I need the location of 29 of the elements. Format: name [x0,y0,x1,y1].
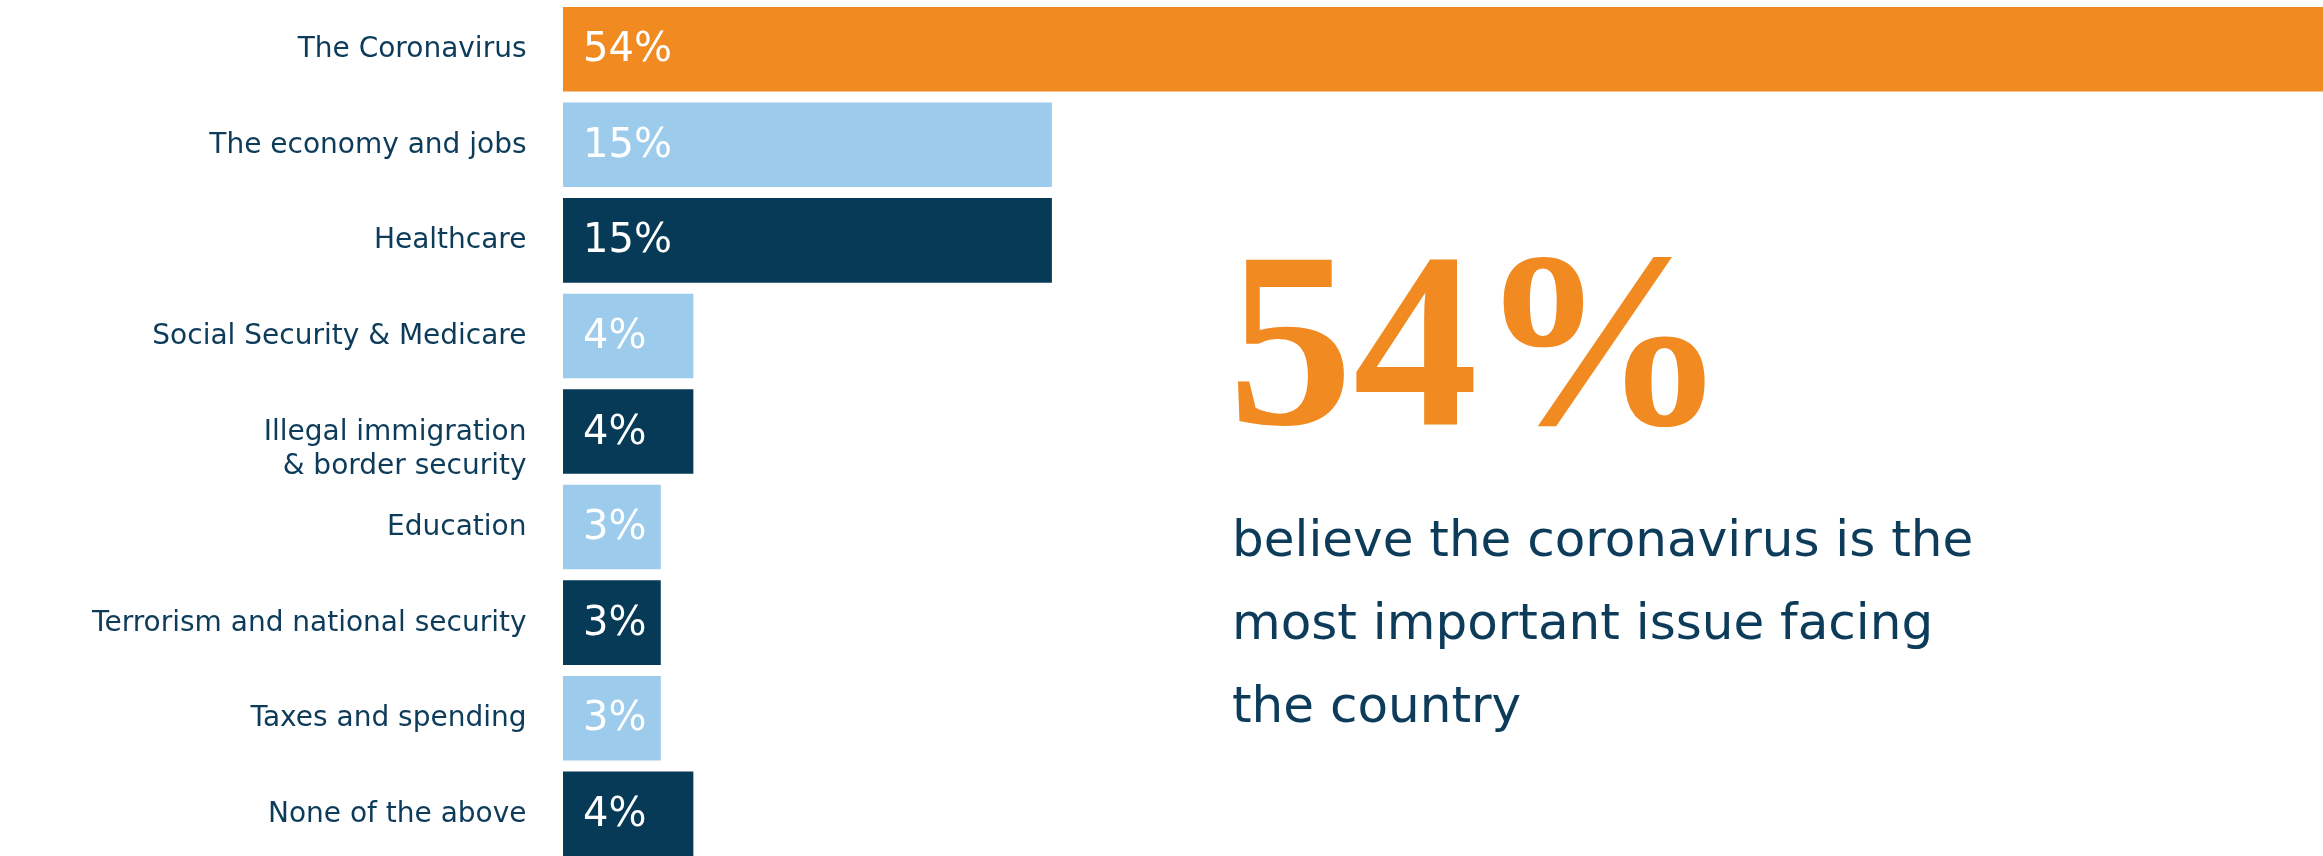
data-label: 4% [583,310,647,357]
bar [563,484,661,570]
data-label: 3% [583,502,647,549]
bar [563,293,694,379]
y-tick-label: Education [387,509,527,543]
y-tick-label: Healthcare [373,222,527,256]
data-label: 4% [583,406,647,453]
bar [563,675,661,761]
bar [563,771,694,856]
data-label: 15% [583,215,672,262]
y-tick-label: Terrorism and national security [91,604,527,638]
y-tick-label: The Coronavirus [296,31,527,65]
annotation: believe the coronavirus is the most important issue facing the country [1232,509,1975,736]
y-tick-label: Illegal immigration & border security [263,413,527,481]
bar [563,389,694,474]
bar [563,7,2323,92]
bar [563,198,1052,283]
y-tick-label: Social Security & Medicare [152,317,527,351]
bar [563,580,661,665]
y-tick-label: None of the above [267,795,527,829]
y-tick-label: The economy and jobs [208,126,527,160]
data-label: 3% [583,693,647,740]
data-label: 3% [583,597,647,644]
bar [563,102,1052,188]
annotation: 54% [1228,201,1728,478]
data-label: 15% [583,119,672,166]
y-tick-label: Taxes and spending [249,700,527,734]
data-label: 4% [583,788,647,835]
data-label: 54% [583,24,672,71]
